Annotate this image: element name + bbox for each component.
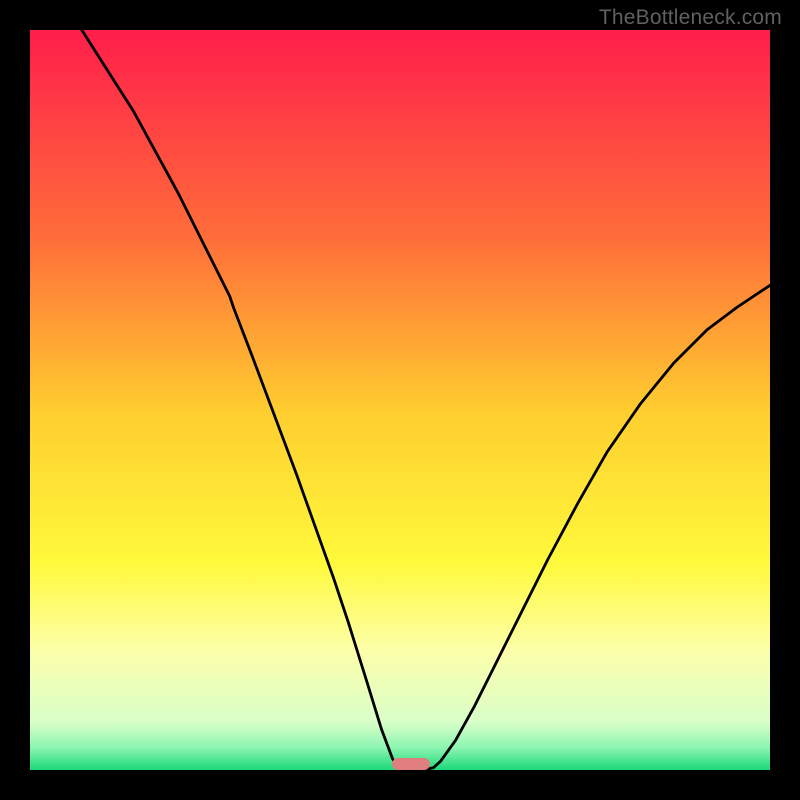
plot-area: [30, 30, 770, 770]
optimal-point-marker: [392, 758, 430, 770]
watermark-text: TheBottleneck.com: [599, 6, 782, 30]
gradient-background: [30, 30, 770, 770]
bottleneck-chart: [30, 30, 770, 770]
